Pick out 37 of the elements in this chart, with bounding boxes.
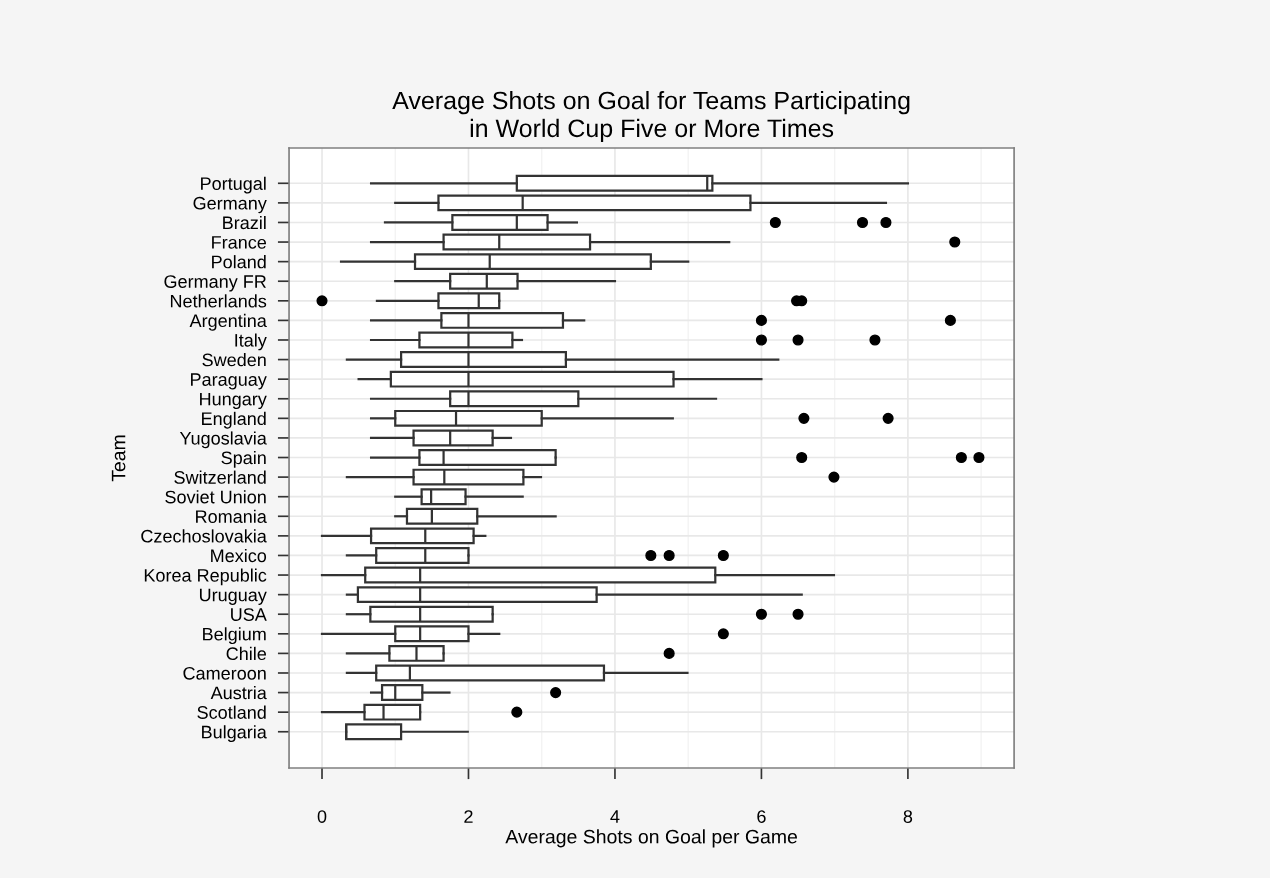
y-tick-label: Chile xyxy=(226,646,267,661)
y-tick-label: Czechoslovakia xyxy=(141,529,267,543)
y-tick-label: Austria xyxy=(210,686,267,700)
x-tick-label: 0 xyxy=(317,810,327,823)
y-tick-label: Korea Republic xyxy=(144,568,267,586)
y-axis-title: Team xyxy=(111,435,126,482)
y-tick-label: Poland xyxy=(212,255,266,269)
y-tick-label: Paraguay xyxy=(191,373,267,390)
x-tick-label: 8 xyxy=(903,810,913,823)
chart-title: Average Shots on Goal for Teams Participating in World Cup Five or More Times xyxy=(392,90,910,143)
y-tick-label: Hungary xyxy=(200,392,267,410)
y-tick-label: Germany xyxy=(193,196,267,214)
y-tick-label: Mexico xyxy=(211,548,267,563)
y-tick-label: USA xyxy=(231,608,267,621)
y-tick-label: Switzerland xyxy=(174,470,266,484)
y-tick-label: Brazil xyxy=(223,215,266,230)
x-axis-title: Average Shots on Goal per Game xyxy=(505,829,797,848)
y-tick-label: France xyxy=(212,236,267,249)
y-tick-label: Yugoslavia xyxy=(179,431,267,449)
y-tick-label: Netherlands xyxy=(170,294,267,308)
y-tick-label: Scotland xyxy=(197,705,266,719)
y-tick-label: Argentina xyxy=(189,313,267,331)
x-tick-label: 2 xyxy=(464,810,473,823)
x-tick-label: 4 xyxy=(610,810,620,823)
y-tick-label: Germany FR xyxy=(164,275,266,292)
y-tick-label: England xyxy=(202,411,266,429)
y-tick-label: Cameroon xyxy=(183,666,266,680)
y-tick-label: Sweden xyxy=(202,353,266,367)
y-tick-label: Spain xyxy=(221,450,266,468)
y-tick-label: Soviet Union xyxy=(165,490,266,504)
y-tick-label: Bulgaria xyxy=(202,725,267,743)
y-tick-label: Romania xyxy=(196,509,267,523)
y-tick-label: Uruguay xyxy=(199,588,267,605)
y-tick-label: Italy xyxy=(235,333,267,351)
x-tick-label: 6 xyxy=(757,810,766,823)
y-tick-label: Portugal xyxy=(201,176,266,194)
y-tick-label: Belgium xyxy=(203,627,266,645)
